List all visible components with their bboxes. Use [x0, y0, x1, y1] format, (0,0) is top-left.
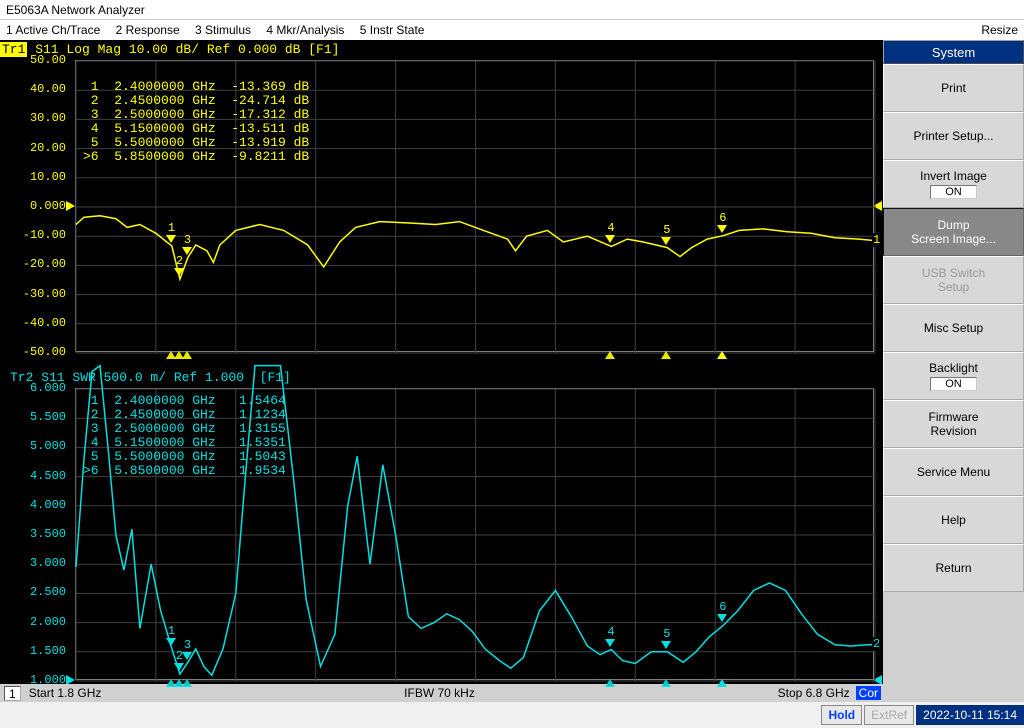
- marker-3-icon[interactable]: [182, 247, 192, 255]
- menu-mkr-analysis[interactable]: 4 Mkr/Analysis: [266, 23, 344, 37]
- system-status-bar: Hold ExtRef 2022-10-11 15:14: [819, 702, 1024, 728]
- marker-3-label: 3: [184, 233, 191, 247]
- marker-1-icon[interactable]: [166, 235, 176, 243]
- marker-5-label: 5: [663, 627, 670, 641]
- marker-6-base-icon[interactable]: [717, 679, 727, 687]
- channel-status-bar: 1 Start 1.8 GHz IFBW 70 kHz Stop 6.8 GHz…: [0, 684, 883, 702]
- trace2-yaxis: 6.0005.5005.0004.5004.0003.5003.0002.500…: [0, 388, 70, 680]
- ifbw: IFBW 70 kHz: [400, 686, 479, 700]
- menu-items: 1 Active Ch/Trace 2 Response 3 Stimulus …: [6, 20, 436, 40]
- extref-indicator: ExtRef: [864, 705, 914, 725]
- marker-1-icon[interactable]: [166, 638, 176, 646]
- trace1-id: Tr1: [0, 42, 27, 57]
- marker-5-icon[interactable]: [661, 641, 671, 649]
- marker-6-icon[interactable]: [717, 614, 727, 622]
- marker-1-label: 1: [168, 624, 175, 638]
- stop-freq: Stop 6.8 GHz: [774, 686, 854, 700]
- hold-indicator: Hold: [821, 705, 862, 725]
- softkey-menu-title: System: [883, 40, 1024, 64]
- menu-instr-state[interactable]: 5 Instr State: [360, 23, 425, 37]
- marker-6-label: 6: [719, 600, 726, 614]
- marker-4-base-icon[interactable]: [605, 351, 615, 359]
- marker-5-base-icon[interactable]: [661, 679, 671, 687]
- marker-4-label: 4: [607, 221, 614, 235]
- trace1-yaxis: 50.0040.0030.0020.0010.000.000-10.00-20.…: [0, 60, 70, 352]
- window-title-bar: E5063A Network Analyzer: [0, 0, 1024, 20]
- menu-active-ch-trace[interactable]: 1 Active Ch/Trace: [6, 23, 100, 37]
- softkey-fw[interactable]: FirmwareRevision: [883, 400, 1024, 448]
- window-title: E5063A Network Analyzer: [6, 3, 145, 17]
- graph-area: Tr1 S11 Log Mag 10.00 dB/ Ref 0.000 dB […: [0, 40, 883, 702]
- softkey-misc[interactable]: Misc Setup: [883, 304, 1024, 352]
- menu-bar: 1 Active Ch/Trace 2 Response 3 Stimulus …: [0, 20, 1024, 40]
- marker-4-icon[interactable]: [605, 639, 615, 647]
- trace1-ref-arrow-left: [66, 201, 75, 211]
- softkey-printer-setup[interactable]: Printer Setup...: [883, 112, 1024, 160]
- start-freq: Start 1.8 GHz: [25, 686, 106, 700]
- marker-4-base-icon[interactable]: [605, 679, 615, 687]
- correction-indicator: Cor: [856, 686, 881, 700]
- softkey-sidebar: System PrintPrinter Setup...Invert Image…: [883, 40, 1024, 702]
- menu-response[interactable]: 2 Response: [116, 23, 180, 37]
- softkey-print[interactable]: Print: [883, 64, 1024, 112]
- menu-stimulus[interactable]: 3 Stimulus: [195, 23, 251, 37]
- softkey-backlight[interactable]: BacklightON: [883, 352, 1024, 400]
- marker-2-label: 2: [176, 254, 183, 268]
- channel-number: 1: [4, 686, 21, 701]
- trace1-marker-table: 1 2.4000000 GHz -13.369 dB 2 2.4500000 G…: [83, 80, 309, 164]
- marker-6-label: 6: [719, 211, 726, 225]
- marker-4-label: 4: [607, 625, 614, 639]
- trace1-header-text: S11 Log Mag 10.00 dB/ Ref 0.000 dB [F1]: [27, 42, 339, 57]
- softkey-invert-image[interactable]: Invert ImageON: [883, 160, 1024, 208]
- marker-5-base-icon[interactable]: [661, 351, 671, 359]
- marker-6-base-icon[interactable]: [717, 351, 727, 359]
- marker-2-icon[interactable]: [174, 663, 184, 671]
- marker-5-label: 5: [663, 223, 670, 237]
- trace2-number: 2: [872, 637, 881, 651]
- marker-4-icon[interactable]: [605, 235, 615, 243]
- marker-3-base-icon[interactable]: [182, 679, 192, 687]
- softkey-service[interactable]: Service Menu: [883, 448, 1024, 496]
- marker-3-base-icon[interactable]: [182, 351, 192, 359]
- trace1-number: 1: [872, 233, 881, 247]
- resize-button[interactable]: Resize: [981, 20, 1018, 40]
- marker-1-label: 1: [168, 221, 175, 235]
- softkey-usb: USB SwitchSetup: [883, 256, 1024, 304]
- datetime: 2022-10-11 15:14: [916, 705, 1024, 725]
- marker-2-icon[interactable]: [174, 268, 184, 276]
- marker-3-icon[interactable]: [182, 652, 192, 660]
- softkey-return[interactable]: Return: [883, 544, 1024, 592]
- trace2-marker-table: 1 2.4000000 GHz 1.5464 2 2.4500000 GHz 1…: [83, 394, 286, 478]
- softkey-help[interactable]: Help: [883, 496, 1024, 544]
- softkey-dump[interactable]: DumpScreen Image...: [883, 208, 1024, 256]
- marker-6-icon[interactable]: [717, 225, 727, 233]
- marker-5-icon[interactable]: [661, 237, 671, 245]
- marker-3-label: 3: [184, 638, 191, 652]
- trace1-ref-arrow-right: [873, 201, 882, 211]
